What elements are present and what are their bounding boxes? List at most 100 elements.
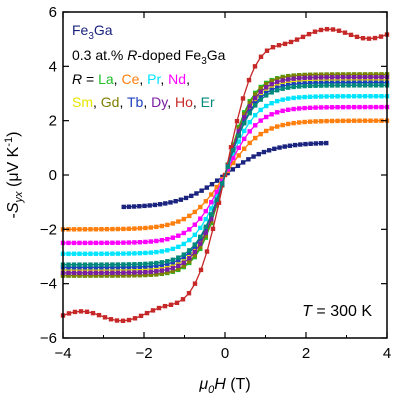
data-point [132, 251, 137, 256]
data-point [148, 225, 154, 230]
data-point [291, 73, 296, 79]
data-point [108, 317, 114, 322]
data-point [183, 195, 189, 201]
data-point [258, 107, 263, 113]
data-point [291, 84, 296, 90]
y-axis-title: -Syx (μV K-1) [3, 132, 25, 219]
data-point [165, 270, 170, 275]
data-point [351, 77, 357, 83]
data-point [340, 77, 346, 83]
data-point [71, 240, 77, 246]
data-point [77, 265, 82, 270]
data-point [373, 83, 379, 88]
data-point [324, 94, 329, 99]
data-point [162, 303, 168, 309]
data-point [176, 266, 181, 272]
data-point [236, 139, 241, 144]
data-point [379, 72, 384, 77]
data-point [324, 72, 329, 77]
data-point [318, 80, 324, 86]
data-point [329, 75, 335, 80]
data-point [242, 146, 247, 151]
data-point [351, 118, 357, 123]
data-point [110, 262, 115, 267]
data-point [269, 112, 274, 117]
data-point [176, 233, 181, 238]
data-point [296, 106, 302, 111]
data-point [165, 264, 170, 270]
data-point [114, 318, 120, 323]
data-point [228, 145, 234, 150]
data-point [287, 143, 293, 148]
data-point [296, 95, 302, 100]
data-point [335, 72, 340, 77]
data-point [351, 80, 357, 85]
data-point [307, 83, 313, 89]
data-point [115, 267, 121, 273]
data-point [313, 105, 318, 110]
data-point [88, 240, 93, 246]
series-er [60, 83, 390, 267]
data-point [258, 54, 264, 59]
data-point [154, 238, 159, 244]
data-point [351, 83, 357, 88]
data-point [313, 141, 319, 146]
data-point [82, 273, 88, 278]
data-point [115, 240, 121, 245]
data-point [242, 112, 247, 117]
data-point [296, 76, 302, 81]
data-point [263, 87, 269, 92]
data-point [110, 226, 115, 232]
data-point [209, 182, 215, 187]
data-point [280, 122, 285, 128]
data-point [368, 118, 373, 123]
data-point [302, 81, 307, 86]
data-point [340, 83, 346, 88]
data-point [292, 142, 298, 148]
data-point [82, 262, 88, 267]
data-point [379, 104, 384, 110]
data-point [313, 119, 318, 124]
data-point [266, 148, 272, 153]
data-point [379, 75, 384, 80]
data-point [330, 27, 336, 32]
data-point [236, 128, 241, 134]
data-point [121, 267, 126, 273]
data-point [346, 104, 351, 110]
data-point [192, 222, 197, 227]
data-point [93, 240, 99, 246]
data-point [198, 244, 203, 250]
data-point [351, 75, 357, 80]
data-point [121, 251, 126, 256]
legend-doped: 0.3 at.% R-doped Fe3Ga [72, 47, 226, 67]
data-point [258, 91, 263, 97]
data-point [263, 85, 269, 90]
data-point [180, 297, 186, 302]
data-point [110, 265, 115, 270]
data-point [340, 75, 346, 80]
data-point [362, 75, 368, 80]
data-point [152, 202, 158, 208]
data-point [296, 84, 302, 89]
x-tick-label: 4 [383, 345, 391, 362]
data-point [121, 240, 126, 245]
data-point [215, 178, 220, 183]
data-point [220, 178, 225, 183]
data-point [242, 136, 247, 142]
data-point [104, 240, 110, 246]
data-point [269, 100, 274, 106]
data-point [348, 32, 354, 38]
data-point [307, 105, 313, 110]
data-point [253, 92, 258, 97]
data-point [373, 72, 379, 77]
data-point [198, 216, 203, 221]
data-point [302, 83, 307, 89]
data-point [296, 120, 302, 125]
data-point [357, 104, 362, 110]
data-point [143, 250, 148, 256]
data-point [126, 270, 132, 275]
data-point [362, 83, 368, 88]
data-point [181, 216, 187, 222]
data-point [170, 257, 176, 262]
data-point [329, 80, 335, 85]
